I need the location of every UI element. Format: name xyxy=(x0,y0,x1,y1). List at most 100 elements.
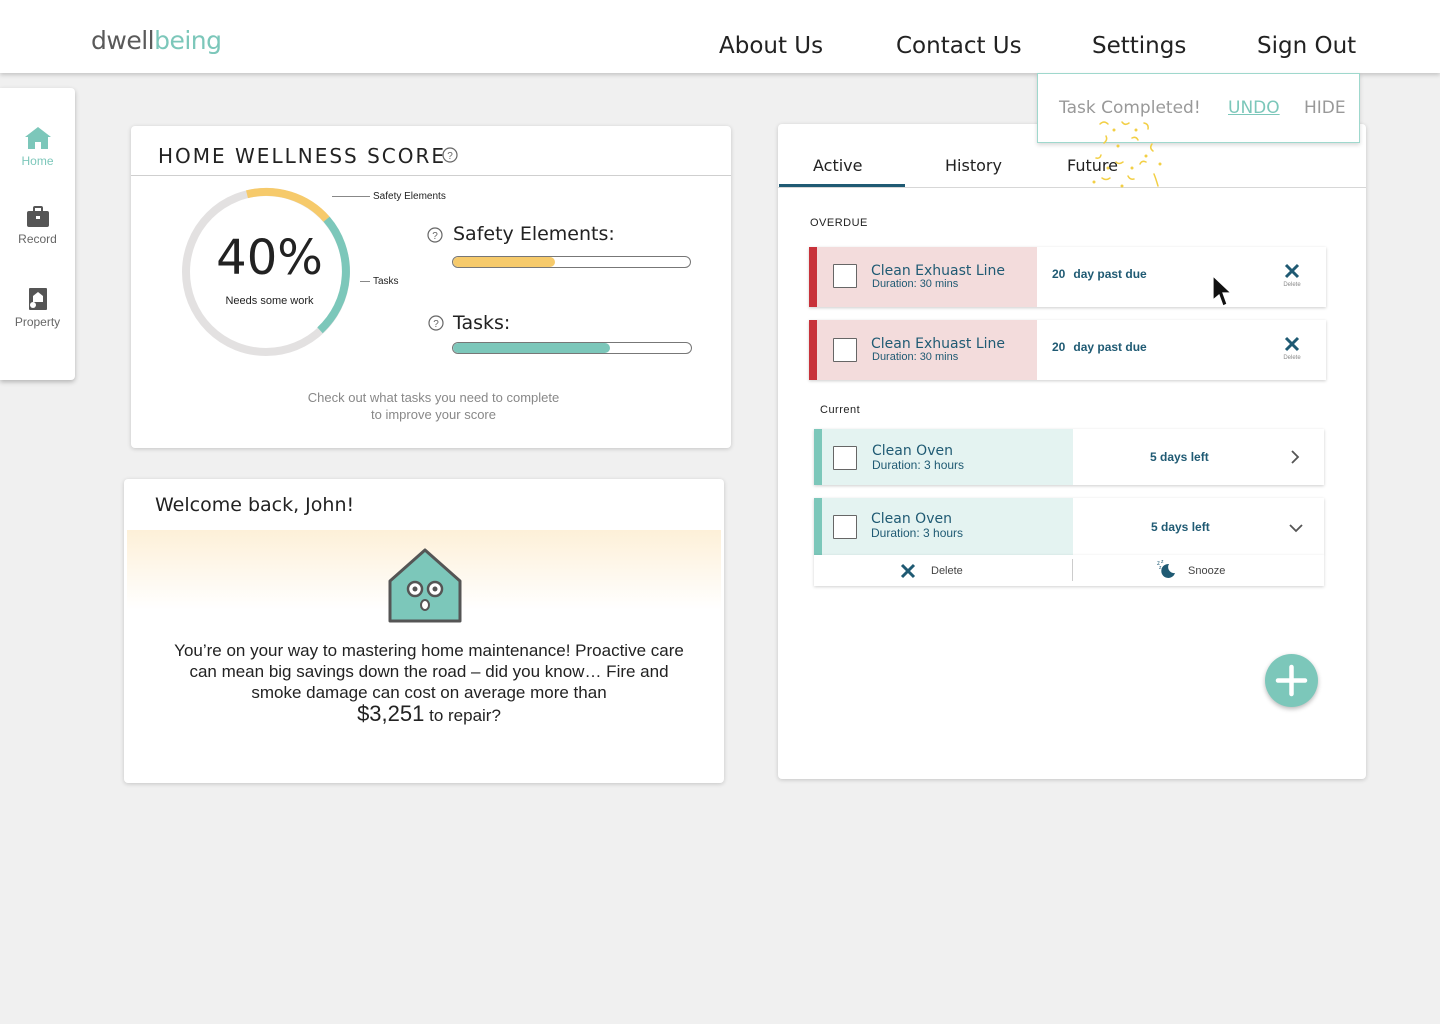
toast-message: Task Completed! xyxy=(1059,98,1201,118)
delete-task-button[interactable]: Delete xyxy=(900,555,1040,586)
overdue-indicator xyxy=(809,247,817,307)
chevron-down-icon[interactable] xyxy=(1288,522,1304,534)
wellness-title: HOME WELLNESS SCORE xyxy=(158,144,447,168)
worried-house-icon xyxy=(388,548,462,623)
tab-history[interactable]: History xyxy=(945,156,1002,175)
svg-text:?: ? xyxy=(447,151,453,162)
divider xyxy=(1072,559,1073,581)
current-section-label: Current xyxy=(820,404,861,416)
divider xyxy=(131,175,731,176)
task-duration: Duration: 3 hours xyxy=(871,526,964,540)
task-checkbox[interactable] xyxy=(833,338,857,362)
safety-progress-bar xyxy=(452,256,691,268)
close-icon xyxy=(1284,336,1300,352)
delete-button[interactable]: Delete xyxy=(1277,263,1307,288)
sidebar-item-home[interactable]: Home xyxy=(0,126,75,168)
task-info xyxy=(814,498,1073,555)
tasks-progress-fill xyxy=(453,343,611,353)
tab-active[interactable]: Active xyxy=(813,156,863,175)
overdue-task-row[interactable]: Clean Exhuast Line Duration: 30 mins 20 d… xyxy=(809,247,1326,307)
briefcase-icon xyxy=(26,206,49,227)
help-icon[interactable]: ? xyxy=(427,227,443,243)
gauge-safety-arc xyxy=(246,187,330,222)
tasks-progress-bar xyxy=(452,342,692,354)
task-checkbox[interactable] xyxy=(833,446,857,470)
overdue-section-label: OVERDUE xyxy=(810,217,868,229)
divider xyxy=(778,187,1366,188)
wellness-hint: Check out what tasks you need to complet… xyxy=(307,390,560,422)
delete-button[interactable]: Delete xyxy=(1277,336,1307,361)
callout-line xyxy=(360,281,370,282)
safety-elements-label: Safety Elements: xyxy=(453,223,615,245)
svg-text:z: z xyxy=(1161,559,1164,565)
chevron-right-icon[interactable] xyxy=(1289,449,1301,465)
task-name: Clean Exhuast Line xyxy=(871,263,1006,279)
sidebar-item-record[interactable]: Record xyxy=(0,206,75,246)
overdue-indicator xyxy=(809,320,817,380)
task-duration: Duration: 30 mins xyxy=(872,351,959,363)
current-task-row[interactable]: Clean Oven Duration: 3 hours 5 days left xyxy=(814,429,1324,485)
task-completed-toast: Task Completed! UNDO HIDE xyxy=(1037,73,1360,143)
wellness-percent: 40% xyxy=(216,230,323,286)
sidebar-item-label: Home xyxy=(21,154,54,168)
close-icon xyxy=(1284,263,1300,279)
callout-safety-elements: Safety Elements xyxy=(373,191,446,202)
task-due: 20 day past due xyxy=(1052,340,1147,354)
home-icon xyxy=(24,127,51,149)
svg-text:z: z xyxy=(1157,561,1160,567)
task-name: Clean Oven xyxy=(872,443,953,459)
confetti-icon xyxy=(1092,121,1162,188)
task-name: Clean Oven xyxy=(871,511,952,527)
tasks-label: Tasks: xyxy=(453,312,511,334)
sidebar-item-property[interactable]: Property xyxy=(0,287,75,329)
add-task-button[interactable] xyxy=(1265,654,1318,707)
current-indicator xyxy=(814,498,822,555)
task-due: 5 days left xyxy=(1150,450,1209,464)
wellness-gauge xyxy=(182,187,350,356)
dwellbeing-logo[interactable]: dwellbeing xyxy=(91,26,222,55)
sidebar-item-label: Property xyxy=(14,315,61,329)
task-name: Clean Exhuast Line xyxy=(871,336,1006,352)
safety-progress-fill xyxy=(453,257,555,267)
welcome-message: You’re on your way to mastering home mai… xyxy=(174,641,684,726)
nav-about-us[interactable]: About Us xyxy=(719,33,824,59)
tab-future[interactable]: Future xyxy=(1067,156,1118,175)
svg-text:?: ? xyxy=(433,319,439,330)
task-due: 20 day past due xyxy=(1052,267,1147,281)
task-duration: Duration: 3 hours xyxy=(872,458,965,472)
current-task-row[interactable]: Clean Oven Duration: 3 hours 5 days left xyxy=(814,498,1324,555)
svg-text:z: z xyxy=(1159,565,1162,571)
nav-contact-us[interactable]: Contact Us xyxy=(896,33,1022,59)
mouse-cursor-icon xyxy=(1212,275,1233,307)
property-icon xyxy=(28,288,47,310)
sidebar: Home Record Property xyxy=(0,88,75,380)
active-tab-indicator xyxy=(779,184,905,187)
callout-tasks: Tasks xyxy=(373,276,399,287)
cost-amount: $3,251 xyxy=(357,701,425,726)
task-checkbox[interactable] xyxy=(833,264,857,288)
close-icon xyxy=(900,563,916,579)
home-wellness-score-card: HOME WELLNESS SCORE ? 40% Needs some wor… xyxy=(131,126,731,448)
overdue-task-row[interactable]: Clean Exhuast Line Duration: 30 mins 20 d… xyxy=(809,320,1326,380)
snooze-moon-icon: z zz xyxy=(1157,559,1175,578)
nav-settings[interactable]: Settings xyxy=(1092,33,1187,59)
help-icon[interactable]: ? xyxy=(442,147,458,163)
plus-icon xyxy=(1275,664,1308,697)
sidebar-item-label: Record xyxy=(18,232,57,246)
task-duration: Duration: 30 mins xyxy=(872,278,959,290)
welcome-title: Welcome back, John! xyxy=(155,494,355,516)
task-checkbox[interactable] xyxy=(833,515,857,539)
welcome-card: Welcome back, John! You’re on your way t… xyxy=(124,479,724,783)
help-icon[interactable]: ? xyxy=(428,315,444,331)
callout-line xyxy=(332,196,370,197)
gauge-tasks-arc xyxy=(317,216,350,334)
top-header: dwellbeing About Us Contact Us Settings … xyxy=(0,0,1440,73)
task-info xyxy=(814,429,1073,485)
svg-text:?: ? xyxy=(432,231,438,242)
undo-button[interactable]: UNDO xyxy=(1228,98,1280,118)
hide-button[interactable]: HIDE xyxy=(1304,98,1346,118)
wellness-status: Needs some work xyxy=(225,295,314,307)
nav-sign-out[interactable]: Sign Out xyxy=(1257,33,1357,59)
